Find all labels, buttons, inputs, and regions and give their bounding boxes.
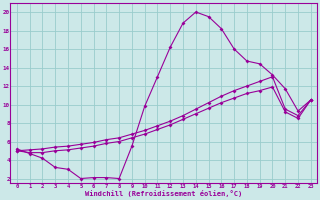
X-axis label: Windchill (Refroidissement éolien,°C): Windchill (Refroidissement éolien,°C) — [85, 190, 243, 197]
